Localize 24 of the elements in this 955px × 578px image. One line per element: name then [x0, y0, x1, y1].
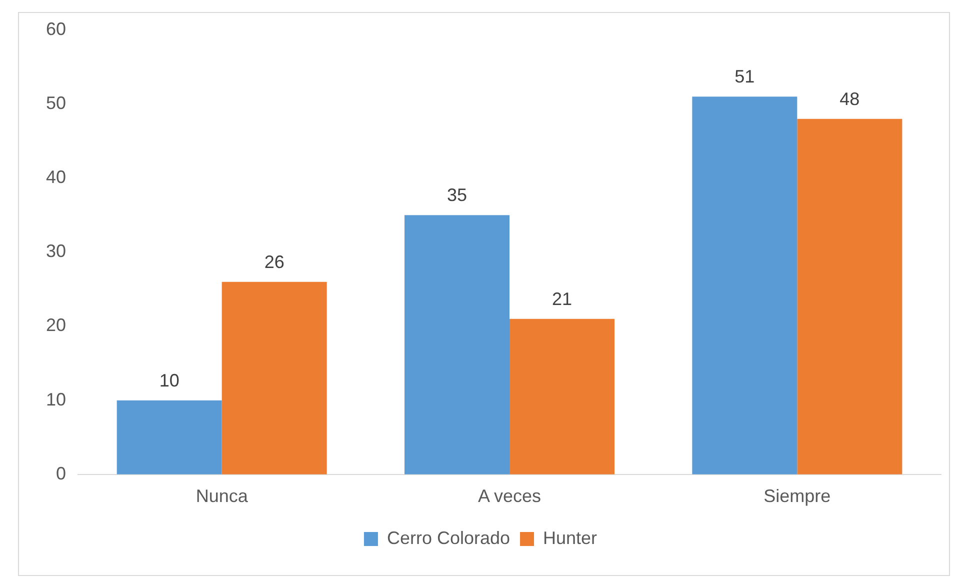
bar — [510, 318, 614, 474]
x-tick-label: Siempre — [764, 486, 831, 506]
data-label: 21 — [552, 288, 572, 309]
y-tick-label: 50 — [46, 93, 66, 114]
bar — [692, 96, 798, 474]
legend-label: Cerro Colorado — [386, 528, 510, 548]
bar — [116, 400, 222, 474]
x-tick-label: A veces — [478, 486, 542, 506]
data-label: 48 — [840, 88, 860, 109]
data-label: 51 — [734, 66, 755, 87]
data-label: 26 — [264, 252, 284, 272]
bar — [404, 215, 510, 474]
y-tick-label: 10 — [46, 389, 66, 410]
bar — [797, 118, 902, 474]
bar — [222, 282, 327, 474]
legend-label: Hunter — [543, 528, 598, 548]
x-tick-label: Nunca — [196, 486, 249, 506]
data-label: 10 — [159, 370, 180, 390]
y-tick-label: 0 — [56, 463, 66, 484]
y-tick-label: 30 — [46, 241, 66, 262]
y-tick-label: 20 — [46, 315, 66, 336]
y-tick-label: 60 — [46, 18, 66, 39]
y-tick-label: 40 — [46, 167, 66, 188]
data-label: 35 — [446, 185, 468, 206]
